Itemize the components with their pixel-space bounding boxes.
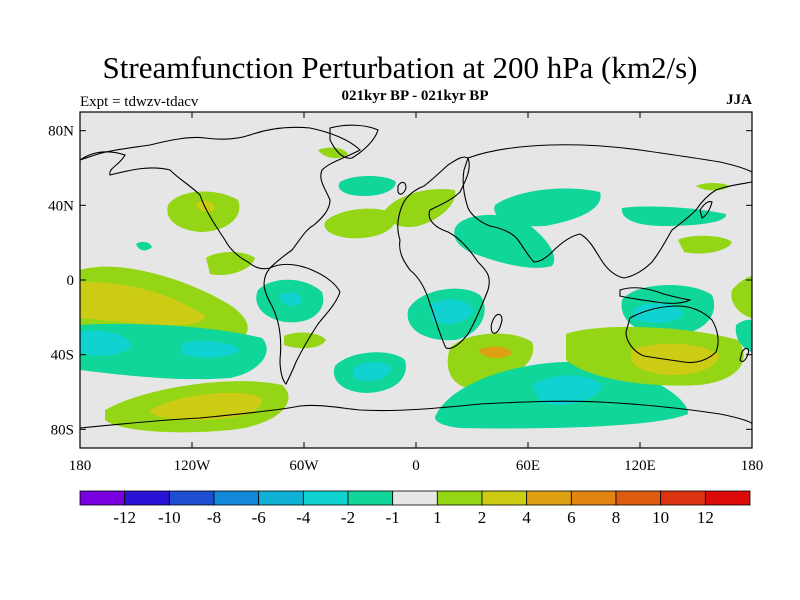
field-green-patagonia [284,332,326,349]
x-tick-label: 180 [69,458,92,474]
colorbar-swatch [436,490,483,506]
experiment-label: Expt = tdwzv-tdacv [80,94,199,110]
y-tick-label: 0 [67,273,75,289]
field-cyan-south-atlantic [354,362,392,381]
x-tick-label: 0 [412,458,420,474]
colorbar-label: -10 [158,508,181,527]
field-cyan-south-america [279,292,302,306]
field-teal-central-asia [494,188,601,227]
field-cyan-south-pacific-e [182,340,240,358]
field-teal-middle-east [454,214,555,268]
colorbar-swatch [615,490,662,506]
coast-new-zealand [739,347,750,363]
colorbar-swatch [168,490,215,506]
y-tick-label: 40S [51,348,74,364]
colorbar: -12 -10 -8 -6 -4 -2 -1 1 2 4 6 8 10 12 [79,490,751,527]
coast-north-america [80,126,361,270]
colorbar-swatch [302,490,349,506]
colorbar-swatch [347,490,394,506]
contour-fields [80,147,752,433]
season-label: JJA [726,92,752,108]
colorbar-label: 2 [478,508,487,527]
colorbar-label: -6 [252,508,266,527]
field-green-north-pacific [167,191,240,232]
colorbar-label: 8 [612,508,621,527]
axis-labels: 180 120W 60W 0 60E 120E 180 80N 40N 0 40S 80S [48,124,763,474]
colorbar-swatch [124,490,170,506]
colorbar-label: 12 [697,508,714,527]
field-teal-tasman [735,319,752,352]
field-cyan-south-africa [430,299,474,325]
coast-europe-africa [397,156,490,349]
coast-uk [397,181,407,195]
y-tick-label: 40N [48,198,74,214]
field-cyan-australia-n [634,303,684,323]
colorbar-swatch [526,490,572,506]
x-tick-label: 60E [516,458,540,474]
field-teal-east-pacific-blob [136,241,152,251]
y-tick-label: 80S [51,422,74,438]
coast-south-america [263,263,341,385]
coast-asia [462,144,752,279]
x-tick-label: 120E [624,458,656,474]
colorbar-swatch [392,490,438,506]
colorbar-swatch [704,490,751,506]
field-green-greenland [318,147,348,159]
field-green-east-pacific [731,276,752,318]
coastlines [80,124,752,429]
x-tick-label: 180 [741,458,764,474]
coast-greenland [329,124,379,159]
field-yellow-australia-s [630,343,720,376]
coast-indonesia [619,287,692,304]
colorbar-swatch [660,490,706,506]
colorbar-label: -2 [341,508,355,527]
coast-madagascar [490,313,503,334]
axis-ticks [79,112,753,448]
field-cyan-southern-indian [532,375,602,405]
field-yellow-southern-ocean [150,392,263,420]
colorbar-label: 10 [652,508,669,527]
colorbar-label: 4 [522,508,531,527]
x-tick-label: 60W [289,458,319,474]
colorbar-swatch [258,490,304,506]
colorbar-label: 1 [433,508,442,527]
field-green-north-pacific-w [678,235,732,254]
colorbar-label: -8 [207,508,221,527]
field-cyan-south-pacific-w [80,330,132,356]
coast-japan [699,200,713,219]
colorbar-label: -12 [113,508,136,527]
colorbar-swatch [79,490,126,506]
colorbar-label: -4 [296,508,311,527]
coast-antarctica [80,400,752,429]
colorbar-swatch [213,490,260,506]
field-teal-south-pacific [80,323,267,380]
coast-australia [625,305,719,364]
colorbar-label: -1 [386,508,400,527]
colorbar-label: 6 [567,508,576,527]
field-yellow-indian-ocean [478,346,512,359]
plot-title: Streamfunction Perturbation at 200 hPa (… [102,50,698,85]
x-tick-label: 120W [174,458,212,474]
field-teal-north-atlantic [338,176,396,196]
colorbar-swatch [570,490,617,506]
field-green-north-atlantic [324,208,397,239]
colorbar-swatch [481,490,528,506]
field-yellow-westpacific [80,281,205,326]
plot-subtitle: 021kyr BP - 021kyr BP [341,88,489,104]
y-tick-label: 80N [48,124,74,140]
field-green-central-america [206,252,255,276]
field-green-europe [384,188,456,228]
